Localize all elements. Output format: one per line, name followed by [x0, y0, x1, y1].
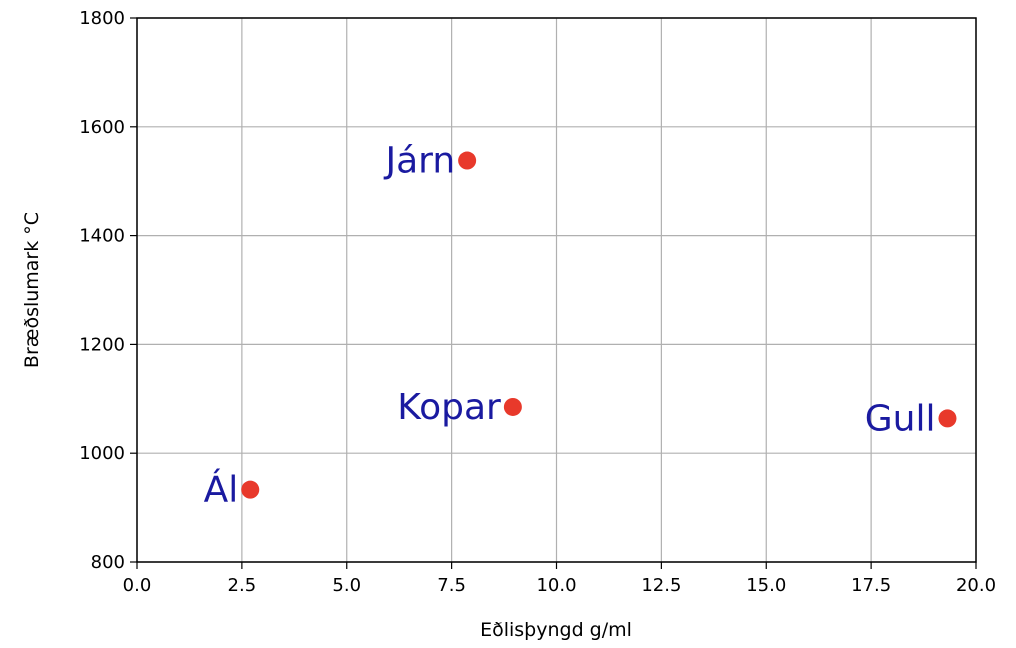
x-tick-label: 7.5 — [437, 575, 466, 596]
data-point-label: Járn — [383, 141, 455, 182]
axis-ticks: 0.0 2.5 5.0 7.5 10.0 12.5 15.0 17.5 20.0 800 1000 1… — [79, 8, 996, 596]
x-tick-label: 5.0 — [332, 575, 361, 596]
data-point-marker — [938, 409, 957, 428]
y-tick-label: 1600 — [79, 117, 125, 138]
x-axis-label: Eðlisþyngd g/ml — [480, 619, 632, 641]
x-tick-label: 2.5 — [228, 575, 257, 596]
y-tick-label: 1400 — [79, 226, 125, 247]
data-point-marker — [458, 151, 477, 170]
x-tick-label: 20.0 — [956, 575, 996, 596]
y-tick-label: 1000 — [79, 443, 125, 464]
y-tick-label: 1800 — [79, 8, 125, 29]
y-tick-label: 800 — [91, 552, 125, 573]
data-point-marker — [503, 397, 522, 416]
y-tick-label: 1200 — [79, 334, 125, 355]
data-points: Ál Járn Kopar Gull — [204, 141, 957, 511]
x-tick-label: 17.5 — [851, 575, 891, 596]
x-tick-label: 0.0 — [123, 575, 152, 596]
x-tick-label: 12.5 — [641, 575, 681, 596]
data-point-label: Ál — [204, 469, 239, 511]
x-tick-label: 10.0 — [536, 575, 576, 596]
x-tick-label: 15.0 — [746, 575, 786, 596]
grid — [136, 17, 977, 563]
data-point-label: Kopar — [397, 387, 501, 428]
y-axis-label: Bræðslumark °C — [21, 212, 43, 368]
data-point-label: Gull — [865, 398, 936, 439]
data-point-marker — [241, 480, 260, 499]
